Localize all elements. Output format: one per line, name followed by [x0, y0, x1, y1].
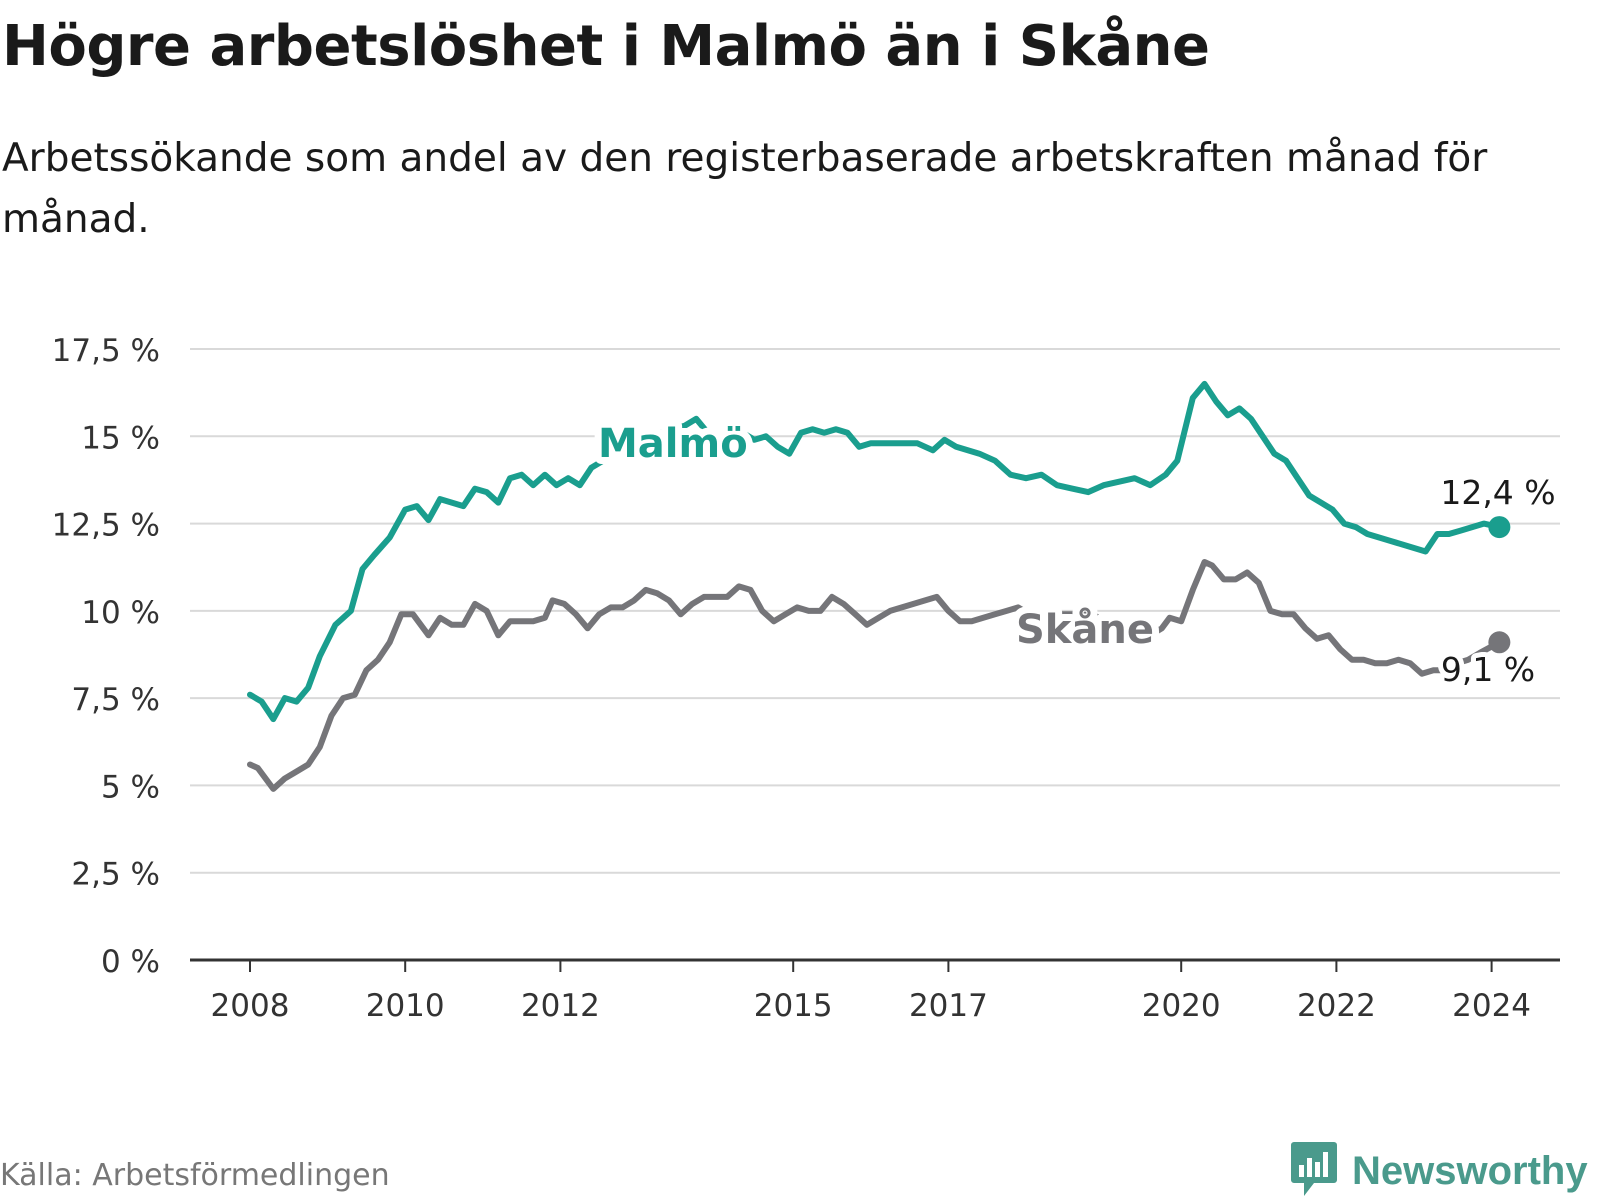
- series-line-skane: [247, 559, 1503, 792]
- x-tick-label: 2024: [1452, 988, 1531, 1024]
- x-tick-label: 2012: [521, 988, 600, 1024]
- series-labels: Malmö Skåne 12,4 % 9,1 %: [591, 414, 1561, 694]
- y-tick-label: 0 %: [101, 944, 160, 980]
- y-tick-label: 12,5 %: [52, 508, 160, 544]
- y-tick-label: 5 %: [101, 769, 160, 805]
- x-tick-label: 2010: [366, 988, 445, 1024]
- y-tick-label: 7,5 %: [71, 682, 160, 718]
- y-tick-label: 15 %: [81, 420, 160, 456]
- x-tick-label: 2020: [1142, 988, 1221, 1024]
- end-label-malmo: 12,4 %: [1440, 473, 1555, 512]
- page-title: Högre arbetslöshet i Malmö än i Skåne: [2, 14, 1210, 79]
- series-line-malmo: [247, 380, 1503, 723]
- end-point-marker: [1488, 516, 1511, 539]
- y-tick-label: 2,5 %: [71, 857, 160, 893]
- newsworthy-logo-icon: [1290, 1140, 1338, 1202]
- series-label-malmo: Malmö: [598, 421, 748, 467]
- subtitle: Arbetssökande som andel av den registerb…: [2, 136, 1488, 242]
- x-tick-label: 2015: [754, 988, 833, 1024]
- series-label-skane: Skåne: [1016, 606, 1154, 653]
- end-point-marker: [1488, 631, 1511, 654]
- y-tick-label: 10 %: [81, 595, 160, 631]
- x-tick-label: 2008: [211, 988, 290, 1024]
- x-tick-label: 2017: [909, 988, 988, 1024]
- brand-name: Newsworthy: [1352, 1148, 1588, 1193]
- brand-logo[interactable]: Newsworthy: [1290, 1140, 1588, 1202]
- series-lines: [247, 380, 1511, 792]
- x-tick-label: 2022: [1297, 988, 1376, 1024]
- x-axis: 2008 2010 2012 2015 2017 2020 2022 2024: [190, 958, 1560, 1024]
- y-axis-ticks: 0 % 2,5 % 5 % 7,5 % 10 % 12,5 % 15 % 17,5 %: [52, 333, 160, 980]
- end-label-skane: 9,1 %: [1441, 650, 1535, 689]
- y-tick-label: 17,5 %: [52, 333, 160, 369]
- source-note: Källa: Arbetsförmedlingen: [0, 1158, 390, 1193]
- gridlines: [190, 348, 1560, 874]
